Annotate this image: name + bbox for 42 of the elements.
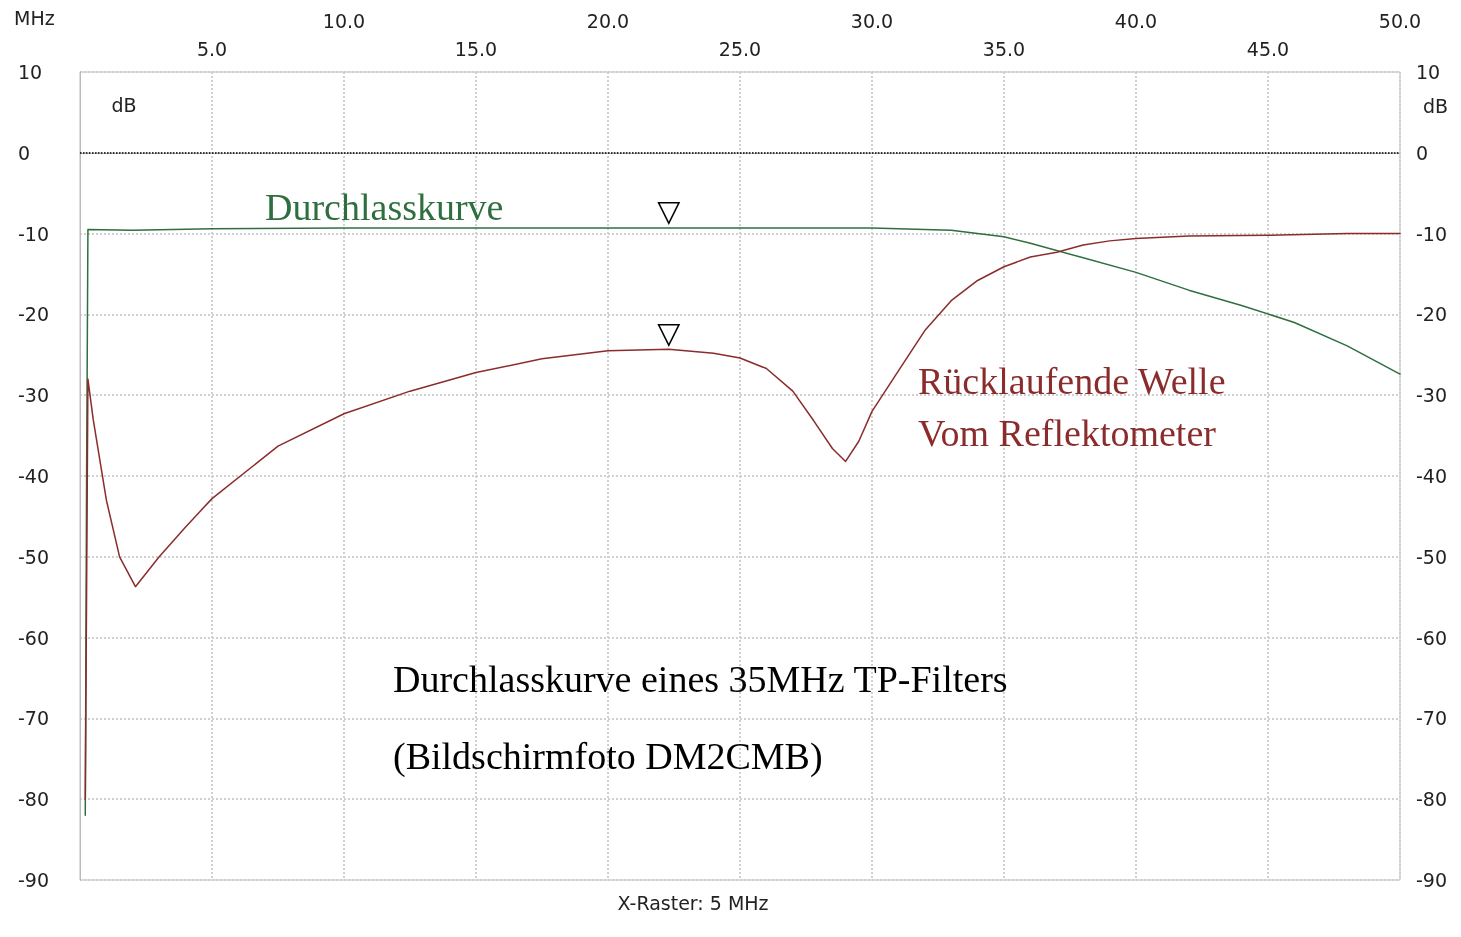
y-tick-label: -90 bbox=[18, 869, 50, 891]
y-tick-label: -10 bbox=[18, 222, 50, 245]
annotation: ▽ bbox=[657, 314, 681, 350]
x2-tick-label: 50.0 bbox=[1378, 9, 1422, 32]
x-tick-label: 35.0 bbox=[982, 37, 1026, 60]
y-tick-label: 0 bbox=[18, 141, 31, 164]
x2-tick-label: 40.0 bbox=[1114, 9, 1158, 32]
y2-tick-label: -50 bbox=[1416, 545, 1448, 568]
y2-tick-label: -30 bbox=[1416, 384, 1448, 407]
x2-tick-label: 30.0 bbox=[850, 9, 894, 32]
text: X-Raster: 5 MHz bbox=[617, 891, 769, 914]
y2-tick-label: -70 bbox=[1416, 707, 1448, 730]
x-tick-label: 5.0 bbox=[196, 37, 228, 60]
x-tick-label: 25.0 bbox=[718, 37, 762, 60]
annotation: (Bildschirmfoto DM2CMB) bbox=[393, 735, 823, 778]
y2-tick-label: -40 bbox=[1416, 465, 1448, 487]
annotation: Durchlasskurve eines 35MHz TP-Filters bbox=[393, 658, 1008, 700]
y-tick-label: -20 bbox=[18, 303, 50, 326]
y2-tick-label: 10 bbox=[1416, 61, 1441, 83]
series-label: Durchlasskurve bbox=[265, 186, 504, 228]
y-tick-label: -80 bbox=[18, 788, 50, 811]
y2-tick-label: 0 bbox=[1416, 141, 1429, 164]
y-axis-title: dB bbox=[111, 93, 137, 116]
x-axis-title: MHz bbox=[14, 6, 55, 29]
y2-tick-label: -60 bbox=[1416, 626, 1448, 649]
annotation: ▽ bbox=[657, 193, 681, 229]
y2-axis-title: dB bbox=[1423, 94, 1449, 117]
y2-tick-label: -10 bbox=[1416, 222, 1448, 245]
x-tick-label: 15.0 bbox=[454, 37, 498, 60]
x2-tick-label: 20.0 bbox=[586, 9, 630, 32]
y-tick-label: -30 bbox=[18, 384, 50, 407]
x2-tick-label: 10.0 bbox=[322, 9, 366, 32]
y-tick-label: -70 bbox=[18, 707, 50, 730]
y2-tick-label: -80 bbox=[1416, 788, 1448, 811]
y2-tick-label: -90 bbox=[1416, 869, 1448, 891]
y-tick-label: -50 bbox=[18, 545, 50, 568]
y-tick-label: -40 bbox=[18, 465, 50, 487]
x-tick-label: 45.0 bbox=[1246, 37, 1290, 60]
y2-tick-label: -20 bbox=[1416, 303, 1448, 326]
series-label: Rücklaufende Welle Vom Reflektometer bbox=[918, 360, 1236, 454]
y-tick-label: -60 bbox=[18, 626, 50, 649]
y-tick-label: 10 bbox=[18, 61, 43, 83]
